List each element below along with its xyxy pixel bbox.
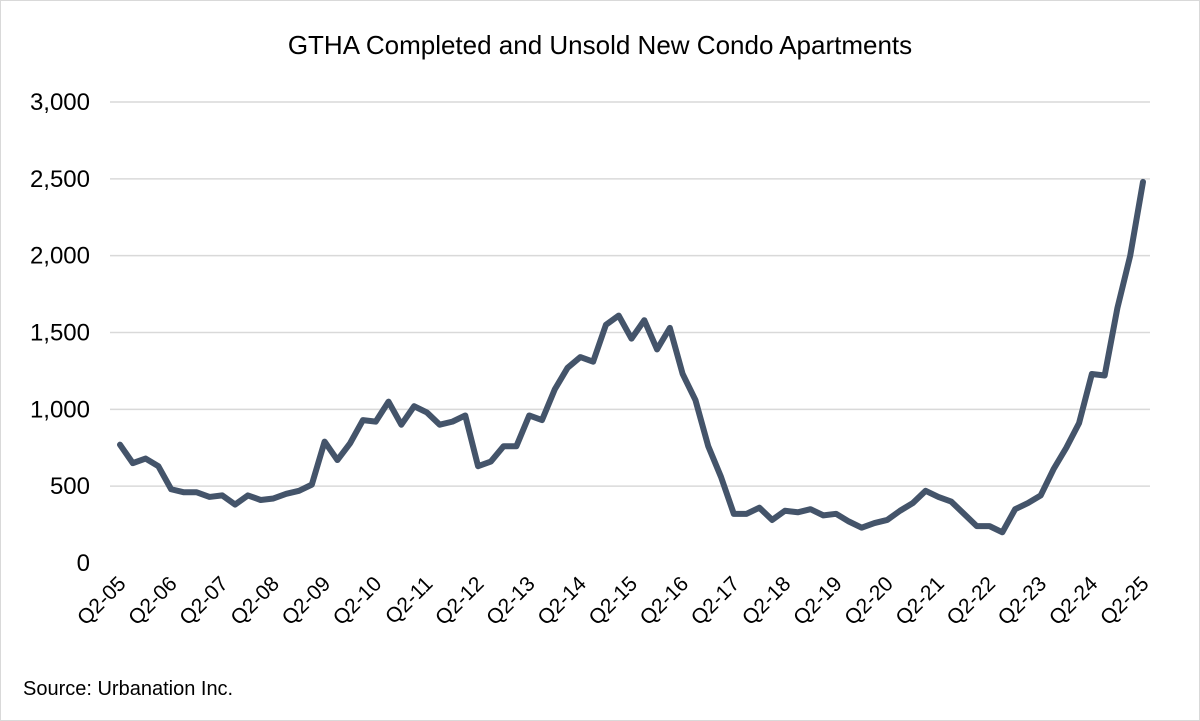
series-layer <box>117 178 1146 536</box>
y-axis-ticks: 0 500 1,000 1,500 2,000 2,500 3,000 <box>30 89 90 577</box>
gridlines <box>110 101 1150 487</box>
y-tick-label: 2,000 <box>30 243 90 270</box>
chart-title: GTHA Completed and Unsold New Condo Apar… <box>287 30 913 60</box>
y-tick-label: 1,000 <box>30 396 90 423</box>
x-tick-label: Q2-07 <box>175 572 233 630</box>
x-tick-label: Q2-12 <box>431 572 489 630</box>
x-tick-label: Q2-15 <box>584 572 642 630</box>
x-axis-ticks: Q2-05Q2-06Q2-07Q2-08Q2-09Q2-10Q2-11Q2-12… <box>73 572 1154 630</box>
x-tick-label: Q2-08 <box>226 572 284 630</box>
x-tick-label: Q2-19 <box>789 572 847 630</box>
x-tick-label: Q2-18 <box>738 572 796 630</box>
x-tick-label: Q2-23 <box>994 572 1052 630</box>
x-tick-label: Q2-14 <box>533 572 591 630</box>
x-tick-label: Q2-10 <box>329 572 387 630</box>
x-tick-label: Q2-24 <box>1045 572 1103 630</box>
y-tick-label: 2,500 <box>30 166 90 193</box>
x-tick-label: Q2-22 <box>943 572 1001 630</box>
x-tick-label: Q2-16 <box>636 572 694 630</box>
x-tick-label: Q2-06 <box>124 572 182 630</box>
x-tick-label: Q2-05 <box>73 572 131 630</box>
series-line <box>117 178 1146 536</box>
x-tick-label: Q2-13 <box>482 572 540 630</box>
y-tick-label: 3,000 <box>30 89 90 116</box>
y-tick-label: 0 <box>77 550 90 577</box>
x-tick-label: Q2-11 <box>381 572 437 628</box>
y-tick-label: 500 <box>50 473 90 500</box>
x-tick-label: Q2-17 <box>687 572 745 630</box>
x-tick-label: Q2-09 <box>278 572 336 630</box>
x-tick-label: Q2-25 <box>1096 572 1154 630</box>
y-tick-label: 1,500 <box>30 320 90 347</box>
x-tick-label: Q2-20 <box>840 572 898 630</box>
x-tick-label: Q2-21 <box>891 572 949 630</box>
source-note: Source: Urbanation Inc. <box>23 678 234 700</box>
